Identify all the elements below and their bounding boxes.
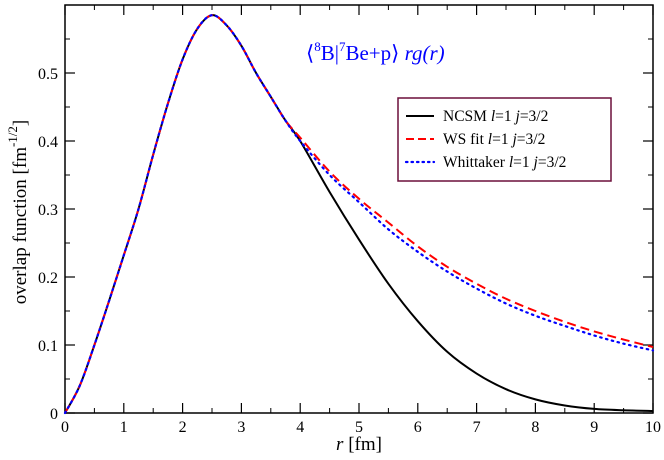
y-tick-label: 0 (50, 406, 58, 423)
series-line-ws-fit (64, 14, 654, 414)
y-tick-label: 0.2 (38, 270, 58, 287)
x-tick-label: 4 (296, 419, 304, 436)
series-line-ncsm (64, 14, 654, 414)
y-tick-label: 0.3 (38, 202, 58, 219)
x-tick-label: 9 (590, 419, 598, 436)
x-tick-label: 1 (120, 419, 128, 436)
axis-ticks (64, 5, 654, 414)
y-tick-label: 0.4 (38, 134, 58, 151)
legend: NCSM l=1 j=3/2 WS fit l=1 j=3/2 Whittake… (397, 97, 612, 182)
x-tick-label: 0 (61, 419, 69, 436)
y-tick-label: 0.1 (38, 338, 58, 355)
x-tick-label: 6 (414, 419, 422, 436)
series-lines (63, 14, 655, 415)
chart-title: ⟨8B|7Be+p⟩ rg(r) (306, 39, 445, 65)
y-axis-title: overlap function [fm-1/2] (5, 120, 31, 305)
legend-box (397, 97, 612, 182)
x-tick-label: 3 (237, 419, 245, 436)
y-tick-label: 0.5 (38, 66, 58, 83)
legend-label-ncsm: NCSM l=1 j=3/2 (443, 108, 548, 125)
x-tick-label: 5 (355, 419, 363, 436)
x-axis-title: r [fm] (336, 434, 382, 455)
x-tick-label: 10 (645, 419, 661, 436)
x-tick-label: 7 (473, 419, 481, 436)
legend-label-ws-fit: WS fit l=1 j=3/2 (443, 131, 545, 148)
legend-label-whittaker: Whittaker l=1 j=3/2 (443, 154, 566, 171)
plot-frame (64, 4, 654, 414)
series-line-whittaker (63, 14, 655, 415)
x-tick-label: 8 (531, 419, 539, 436)
x-tick-label: 2 (179, 419, 187, 436)
axis-tick-labels: 0 1 2 3 4 5 6 7 8 9 10 0 0.1 0.2 0.3 0.4 0.5 (38, 66, 661, 436)
